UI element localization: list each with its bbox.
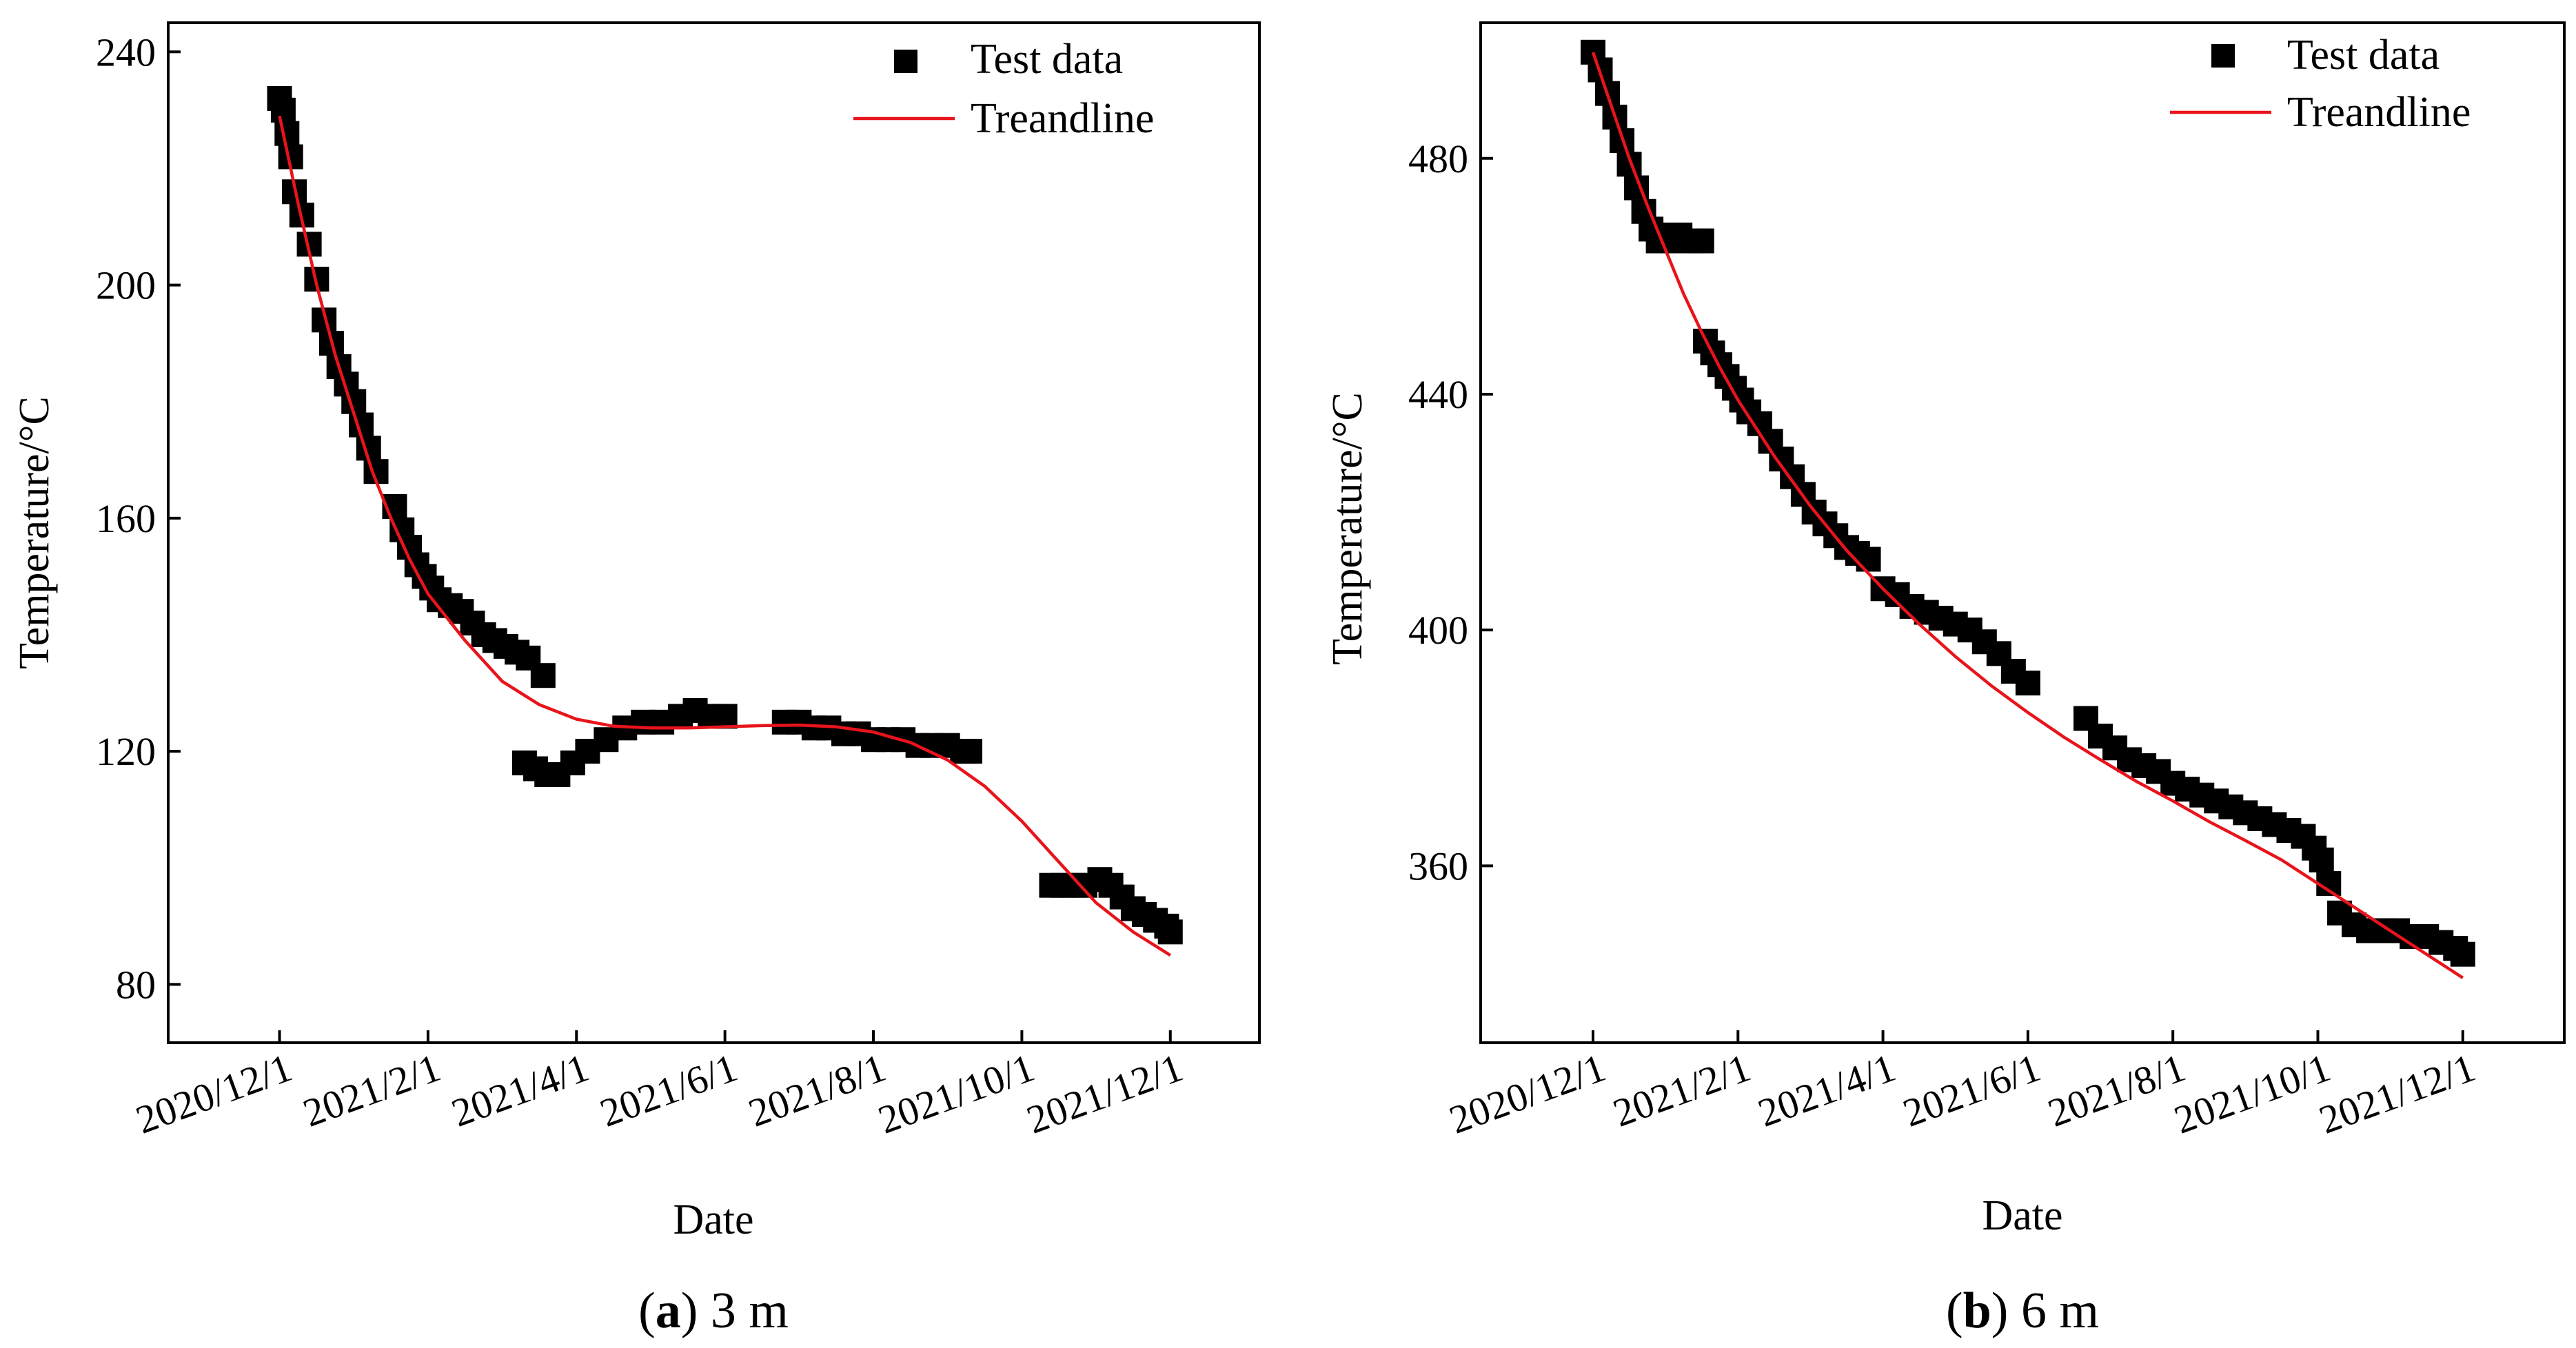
test-data-point [270, 97, 296, 123]
test-data-point [1157, 919, 1183, 945]
y-tick-label: 240 [96, 30, 156, 74]
x-axis-title: Date [1982, 1192, 2062, 1239]
test-data-point [712, 704, 738, 729]
y-tick-label: 200 [96, 263, 156, 308]
caption-letter: a [656, 1283, 681, 1339]
legend-label-test-data: Test data [2287, 32, 2440, 79]
y-tick-label: 360 [1408, 844, 1468, 888]
y-tick-marks [168, 50, 181, 986]
y-tick-labels: 360 400 440 480 [1408, 136, 1468, 889]
x-axis-title: Date [673, 1196, 753, 1243]
y-axis-title: Temperature/°C [1324, 392, 1371, 665]
caption-b: (b) 6 m [1946, 1283, 2099, 1339]
test-data-point [274, 121, 300, 146]
plot-frame [167, 21, 1261, 1044]
y-tick-label: 160 [96, 496, 156, 541]
test-data-point [2450, 941, 2475, 967]
y-tick-label: 80 [116, 962, 156, 1007]
legend-marker-test-data [894, 50, 917, 73]
y-tick-label: 480 [1408, 136, 1468, 181]
test-data-point [957, 739, 983, 764]
legend: Test data Treandline [853, 36, 1154, 142]
legend: Test data Treandline [2170, 32, 2471, 136]
legend-label-test-data: Test data [971, 36, 1123, 83]
plot-frame [1479, 21, 2566, 1044]
test-data-points [1580, 39, 2475, 967]
caption-letter: b [1963, 1283, 1991, 1339]
test-data-point [2309, 847, 2334, 872]
y-tick-label: 440 [1408, 372, 1468, 417]
trendline [278, 115, 1171, 957]
caption-text: 6 m [2008, 1283, 2099, 1339]
test-data-point [530, 663, 556, 688]
caption-text: 3 m [698, 1283, 789, 1339]
y-tick-marks [1481, 156, 1493, 868]
legend-label-trendline: Treandline [971, 95, 1154, 142]
legend-label-trendline: Treandline [2287, 89, 2471, 136]
y-tick-labels: 80 120 160 200 240 [96, 30, 156, 1007]
trendline [1591, 52, 2464, 979]
y-tick-label: 120 [96, 729, 156, 774]
test-data-point [2015, 671, 2040, 696]
y-axis-title: Temperature/°C [11, 396, 58, 669]
test-data-point [1856, 547, 1881, 572]
x-tick-marks [278, 1030, 1172, 1043]
x-tick-marks [1591, 1030, 2464, 1043]
y-tick-label: 400 [1408, 608, 1468, 653]
legend-marker-test-data [2211, 44, 2235, 68]
caption-a: (a) 3 m [638, 1283, 789, 1339]
test-data-point [1689, 228, 1714, 254]
